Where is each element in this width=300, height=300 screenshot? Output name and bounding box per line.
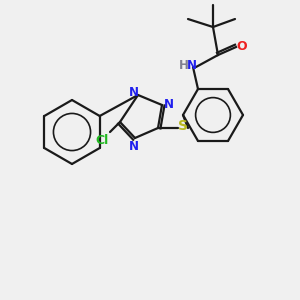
Text: S: S (178, 119, 188, 133)
Text: O: O (237, 40, 247, 52)
Text: N: N (187, 58, 197, 71)
Text: H: H (179, 58, 189, 71)
Text: N: N (164, 98, 174, 110)
Text: N: N (129, 86, 139, 100)
Text: N: N (129, 140, 139, 152)
Text: Cl: Cl (95, 134, 109, 146)
